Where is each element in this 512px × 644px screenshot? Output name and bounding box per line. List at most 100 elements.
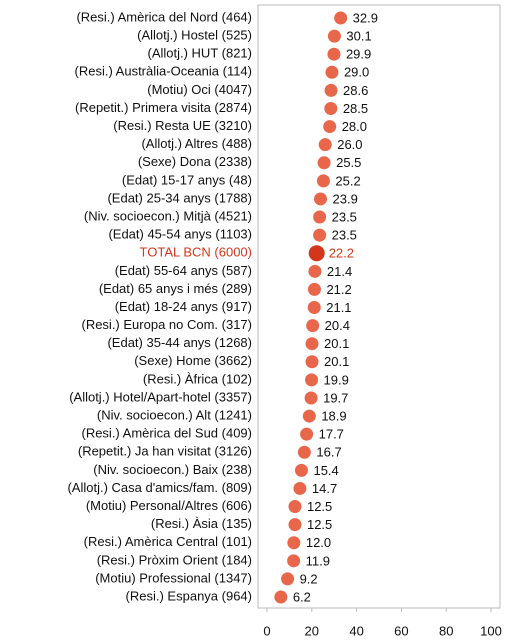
value-label: 20.4 — [325, 318, 350, 333]
category-label: (Motiu) Oci (4047) — [147, 82, 252, 97]
dot — [327, 47, 341, 61]
category-label: (Allotj.) HUT (821) — [147, 46, 252, 61]
plot-frame — [257, 4, 501, 609]
value-label: 20.1 — [324, 336, 349, 351]
value-label: 23.5 — [332, 209, 357, 224]
dot — [293, 481, 307, 495]
category-label: (Edat) 45-54 anys (1103) — [108, 227, 252, 242]
category-label: (Resi.) Austràlia-Oceania (114) — [75, 64, 253, 79]
value-label: 9.2 — [300, 571, 318, 586]
category-label: (Motiu) Personal/Altres (606) — [86, 498, 252, 513]
category-label: (Niv. socioecon.) Baix (238) — [93, 462, 252, 477]
dot — [300, 427, 314, 441]
category-label: (Resi.) Àsia (135) — [151, 516, 252, 531]
dot — [297, 445, 311, 459]
category-label: (Resi.) Amèrica del Sud (409) — [81, 426, 252, 441]
value-label: 21.4 — [327, 264, 352, 279]
dot — [313, 210, 327, 224]
value-label: 11.9 — [306, 553, 330, 568]
value-label: 12.5 — [307, 517, 332, 532]
dot — [305, 355, 319, 369]
value-label: 25.2 — [335, 173, 360, 188]
dot — [308, 264, 322, 278]
dot — [327, 29, 341, 43]
category-label: (Allotj.) Hotel/Apart-hotel (3357) — [69, 389, 252, 404]
category-label: (Niv. socioecon.) Alt (1241) — [97, 408, 252, 423]
value-label: 28.5 — [343, 101, 368, 116]
category-label: (Resi.) Amèrica del Nord (464) — [76, 9, 252, 24]
category-label: (Sexe) Dona (2338) — [138, 154, 252, 169]
value-label: 23.9 — [333, 191, 358, 206]
category-label: (Edat) 55-64 anys (587) — [115, 263, 252, 278]
dot — [287, 554, 301, 568]
value-label: 29.9 — [346, 47, 371, 62]
x-tick-label: 40 — [349, 623, 363, 638]
category-label: (Repetit.) Ja han visitat (3126) — [78, 444, 252, 459]
dot — [288, 518, 302, 532]
dot — [317, 156, 331, 170]
x-tick-label: 60 — [394, 623, 408, 638]
category-label: (Niv. socioecon.) Mitjà (4521) — [84, 208, 252, 223]
category-label: TOTAL BCN (6000) — [140, 245, 252, 260]
value-label: 16.7 — [316, 445, 341, 460]
value-label: 26.0 — [337, 137, 362, 152]
dot — [307, 301, 321, 314]
dot — [288, 500, 302, 514]
value-label: 12.0 — [306, 535, 331, 550]
dot — [305, 337, 319, 351]
value-label: 12.5 — [307, 499, 332, 514]
category-label: (Resi.) Europa no Com. (317) — [81, 317, 252, 332]
dot — [323, 120, 337, 134]
dot — [307, 282, 321, 296]
category-label: (Repetit.) Primera visita (2874) — [75, 100, 252, 115]
value-label: 19.7 — [323, 390, 348, 405]
dot — [325, 65, 339, 79]
dot — [287, 536, 301, 550]
dot — [274, 590, 288, 604]
dot — [324, 101, 338, 115]
x-tick-label: 100 — [480, 623, 502, 638]
dot — [313, 228, 327, 242]
value-label: 23.5 — [332, 228, 357, 243]
value-label: 25.5 — [336, 155, 361, 170]
category-label: (Resi.) Espanya (964) — [126, 588, 252, 603]
category-label: (Edat) 25-34 anys (1788) — [107, 190, 252, 205]
category-label: (Motiu) Professional (1347) — [95, 570, 252, 585]
dot — [318, 138, 332, 152]
category-label: (Resi.) Resta UE (3210) — [113, 118, 252, 133]
x-tick-label: 0 — [263, 623, 270, 638]
dot — [314, 192, 328, 206]
category-label: (Allotj.) Casa d'amics/fam. (809) — [67, 480, 252, 495]
value-label: 18.9 — [321, 409, 346, 424]
value-label: 20.1 — [324, 354, 349, 369]
value-label: 14.7 — [312, 481, 337, 496]
value-label: 19.9 — [324, 372, 349, 387]
category-label: (Edat) 35-44 anys (1268) — [107, 335, 252, 350]
dot — [302, 409, 316, 423]
category-label: (Allotj.) Altres (488) — [141, 136, 252, 151]
value-label: 30.1 — [346, 29, 371, 44]
category-label: (Resi.) Àfrica (102) — [143, 371, 252, 386]
category-label: (Sexe) Home (3662) — [134, 353, 252, 368]
category-label: (Resi.) Amèrica Central (101) — [84, 534, 252, 549]
value-label: 29.0 — [344, 65, 369, 80]
dot — [308, 245, 325, 262]
value-label: 22.2 — [329, 246, 354, 261]
category-label: (Edat) 65 anys i més (289) — [99, 281, 252, 296]
dot — [324, 83, 338, 97]
dot — [316, 174, 330, 188]
value-label: 6.2 — [293, 589, 311, 604]
dot — [306, 319, 320, 333]
dot — [305, 373, 319, 387]
value-label: 32.9 — [353, 10, 378, 25]
value-label: 28.6 — [343, 83, 368, 98]
category-label: (Edat) 15-17 anys (48) — [122, 172, 252, 187]
category-label: (Edat) 18-24 anys (917) — [115, 299, 252, 314]
dot — [294, 463, 308, 477]
value-label: 28.0 — [342, 119, 367, 134]
dot — [304, 391, 318, 405]
x-tick-label: 80 — [439, 623, 453, 638]
category-label: (Allotj.) Hostel (525) — [137, 28, 252, 43]
x-tick-label: 20 — [305, 623, 319, 638]
